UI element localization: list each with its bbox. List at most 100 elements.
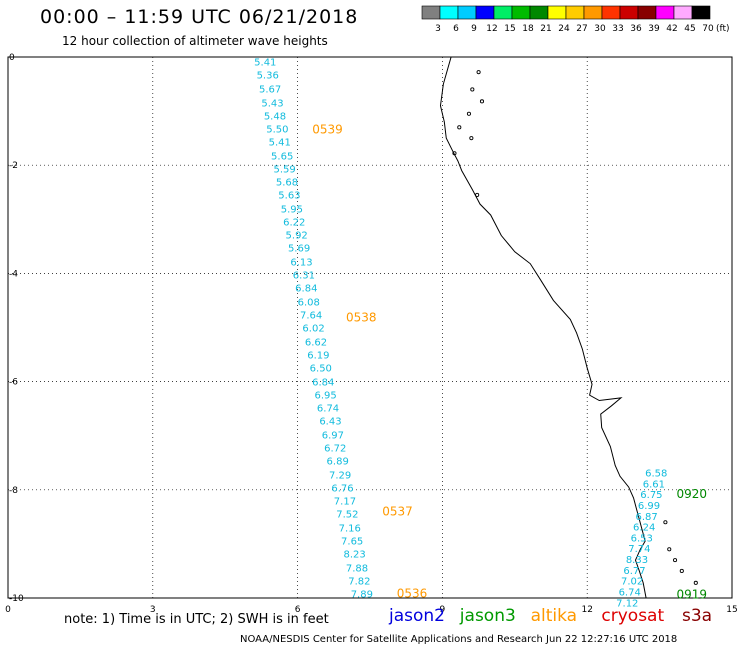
wave-height-value: 6.19 (307, 351, 329, 362)
color-swatch (691, 5, 711, 20)
wave-height-value: 5.41 (269, 137, 291, 148)
wave-height-value: 7.02 (621, 577, 643, 588)
wave-height-value: 7.65 (341, 537, 363, 548)
color-swatch (475, 5, 495, 20)
coastline (439, 56, 698, 599)
satellite-name: s3a (682, 606, 713, 626)
color-scale-unit: (ft) (716, 24, 730, 34)
x-tick-label: 9 (440, 605, 446, 615)
satellite-name: jason3 (459, 606, 516, 626)
wave-height-value: 8.33 (626, 555, 648, 566)
pass-time-label: 0537 (382, 504, 413, 518)
island-outline (470, 87, 475, 92)
y-tick-label: -2 (9, 161, 18, 171)
color-scale-label: 9 (471, 24, 477, 34)
wave-height-value: 7.88 (346, 564, 368, 575)
wave-height-value: 6.02 (302, 324, 324, 335)
x-tick-label: 15 (726, 605, 737, 615)
x-tick-label: 12 (581, 605, 592, 615)
wave-height-value: 5.48 (264, 111, 286, 122)
wave-height-value: 6.08 (298, 298, 320, 309)
color-swatch (673, 5, 693, 20)
color-scale-label: 45 (684, 24, 695, 34)
wave-height-value: 8.23 (343, 550, 365, 561)
island-outline (693, 580, 698, 585)
satellite-name: jason2 (389, 606, 445, 626)
color-scale-label: 70 (702, 24, 714, 34)
color-scale-label: 24 (558, 24, 570, 34)
island-outline (457, 125, 462, 130)
wave-height-value: 6.75 (640, 490, 662, 501)
color-swatch (619, 5, 639, 20)
wave-height-value: 6.76 (331, 484, 353, 495)
color-swatch (583, 5, 603, 20)
color-swatch (637, 5, 657, 20)
wave-height-value: 7.82 (348, 577, 370, 588)
wave-height-value: 6.53 (631, 533, 653, 544)
pass-time-label: 0920 (676, 487, 707, 501)
color-swatch (511, 5, 531, 20)
y-tick-label: -10 (9, 594, 24, 604)
wave-height-value: 7.29 (329, 471, 351, 482)
color-scale-label: 33 (612, 24, 623, 34)
island-outline (452, 151, 457, 156)
color-swatch (565, 5, 585, 20)
plot-frame (7, 56, 733, 599)
color-swatch (547, 5, 567, 20)
color-swatch (439, 5, 459, 20)
color-scale-label: 39 (648, 24, 660, 34)
pass-time-label: 0536 (397, 587, 428, 601)
wave-height-value: 5.43 (261, 98, 283, 109)
color-scale-label: 15 (504, 24, 515, 34)
note-text: note: 1) Time is in UTC; 2) SWH is in fe… (64, 612, 329, 627)
wave-height-value: 5.50 (266, 124, 288, 135)
wave-height-value: 6.77 (623, 566, 645, 577)
wave-height-value: 6.89 (327, 457, 349, 468)
pass-time-label: 0539 (312, 122, 343, 136)
island-outline (663, 520, 668, 525)
wave-height-value: 7.74 (628, 544, 650, 555)
island-outline (667, 547, 672, 552)
wave-height-value: 6.58 (645, 468, 667, 479)
island-outline (672, 558, 678, 563)
color-scale-label: 42 (666, 24, 677, 34)
y-tick-label: -8 (9, 486, 18, 496)
color-swatch (493, 5, 513, 20)
footer-credit: NOAA/NESDIS Center for Satellite Applica… (240, 634, 678, 645)
satellite-name: cryosat (601, 606, 665, 626)
wave-height-value: 5.36 (257, 70, 279, 81)
wave-height-value: 5.63 (278, 190, 300, 201)
altimeter-track: 6.586.616.756.996.876.246.537.748.336.77… (616, 468, 707, 609)
wave-height-value: 6.61 (643, 479, 665, 490)
wave-height-value: 6.74 (619, 588, 641, 599)
wave-height-value: 6.74 (317, 404, 339, 415)
plot-area: 0 3 6 9 12 15 0 -2 -4 -6 -8 -10 5.41 5.36 5.67 5.43 5.48… (5, 53, 738, 615)
color-scale-label: 12 (486, 24, 497, 34)
color-swatch (457, 5, 477, 20)
wave-height-value: 5.41 (254, 57, 276, 68)
color-scale-label: 27 (576, 24, 587, 34)
x-tick-label: 6 (295, 605, 301, 615)
wave-height-value: 6.84 (312, 378, 334, 389)
color-scale-legend: 3 6 9 12 15 18 21 24 27 30 33 36 39 42 45 70 (ft) (421, 5, 730, 34)
color-scale-label: 21 (540, 24, 551, 34)
wave-height-value: 6.50 (310, 364, 332, 375)
wave-height-value: 6.22 (283, 217, 305, 228)
color-swatch (655, 5, 675, 20)
wave-height-value: 5.67 (259, 84, 281, 95)
island-outline (476, 70, 481, 75)
wave-height-value: 6.72 (324, 444, 346, 455)
wave-height-value: 6.99 (638, 501, 660, 512)
wave-height-value: 6.43 (319, 417, 341, 428)
wave-height-value: 5.59 (273, 164, 295, 175)
coastline-path (439, 56, 647, 599)
wave-height-value: 7.52 (336, 510, 358, 521)
pass-time-label: 0919 (676, 588, 707, 602)
island-outline (679, 568, 684, 574)
pass-time-label: 0538 (346, 311, 377, 325)
satellite-name: altika (530, 606, 578, 626)
page-subtitle: 12 hour collection of altimeter wave hei… (62, 34, 328, 48)
wave-height-value: 6.95 (314, 391, 336, 402)
color-scale-label: 6 (453, 24, 459, 34)
